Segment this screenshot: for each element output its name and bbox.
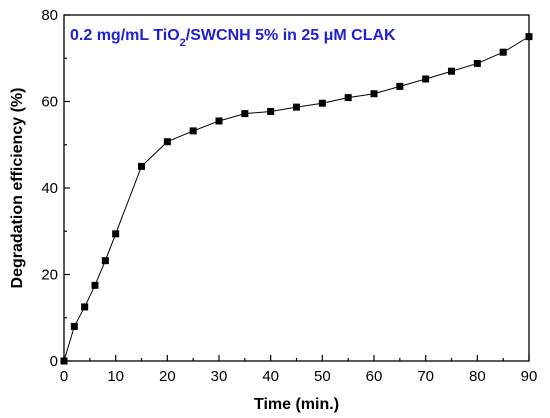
data-point — [241, 110, 249, 118]
x-tick-label: 20 — [159, 368, 176, 385]
annotation-subscript: 2 — [180, 37, 186, 49]
x-axis-title: Time (min.) — [254, 396, 339, 413]
y-tick-label: 0 — [50, 353, 58, 370]
x-tick-label: 80 — [469, 368, 486, 385]
x-tick-label: 50 — [314, 368, 331, 385]
series-line — [63, 36, 530, 362]
data-point — [525, 33, 533, 41]
annotation-text: 0.2 mg/mL TiO — [70, 27, 180, 44]
y-tick-label: 20 — [41, 267, 58, 284]
y-tick-label: 80 — [41, 7, 58, 24]
data-point — [499, 48, 507, 56]
series-layer — [60, 33, 533, 365]
x-tick-label: 30 — [211, 368, 228, 385]
x-tick-label: 0 — [60, 368, 68, 385]
data-point — [138, 162, 145, 170]
data-point — [112, 230, 120, 238]
sample-annotation: 0.2 mg/mL TiO2/SWCNH 5% in 25 μM CLAK — [70, 27, 396, 49]
x-tick-label: 90 — [521, 368, 538, 385]
data-point — [60, 357, 68, 365]
data-point — [422, 75, 430, 83]
data-point — [189, 127, 197, 135]
data-point — [163, 138, 171, 146]
data-point — [370, 90, 378, 98]
x-tick-label: 70 — [417, 368, 434, 385]
data-point — [448, 67, 455, 75]
data-point — [396, 82, 404, 90]
data-point — [91, 281, 99, 289]
data-point — [318, 99, 326, 107]
y-tick-label: 40 — [41, 180, 58, 197]
x-tick-label: 60 — [366, 368, 383, 385]
data-point — [344, 94, 352, 102]
y-axis-title: Degradation efficiency (%) — [9, 88, 26, 289]
data-point — [473, 59, 481, 67]
data-point — [81, 303, 89, 311]
y-tick-label: 60 — [41, 94, 58, 111]
data-point — [293, 103, 300, 111]
data-point — [101, 257, 109, 265]
annotation-text: /SWCNH 5% in 25 μM CLAK — [186, 27, 396, 44]
x-tick-label: 10 — [107, 368, 124, 385]
data-point — [215, 117, 223, 125]
x-tick-label: 40 — [262, 368, 279, 385]
data-point — [70, 322, 78, 330]
data-point — [267, 107, 275, 115]
ticks-layer: 0 10 20 30 40 50 60 70 80 90 0 20 40 60 80 — [41, 7, 537, 385]
